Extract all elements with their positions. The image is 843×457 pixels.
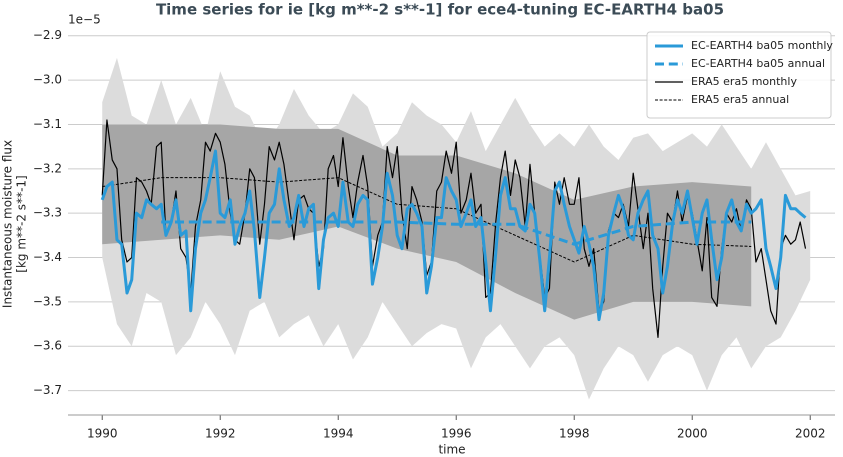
x-axis-label: time bbox=[438, 443, 465, 457]
y-axis-label: Instantaneous moisture flux bbox=[1, 140, 15, 308]
y-tick-label: −3.0 bbox=[33, 73, 62, 87]
y-tick-label: −3.5 bbox=[33, 294, 62, 308]
chart-title: Time series for ie [kg m**-2 s**-1] for … bbox=[156, 1, 724, 19]
legend-box bbox=[646, 31, 832, 119]
legend: EC-EARTH4 ba05 monthly EC-EARTH4 ba05 ann… bbox=[646, 31, 833, 119]
x-tick-label: 2000 bbox=[677, 427, 708, 441]
y-tick-label: −3.6 bbox=[33, 339, 62, 353]
series-line bbox=[100, 149, 807, 322]
y-offset-label: 1e−5 bbox=[68, 13, 101, 27]
series-line bbox=[102, 177, 752, 263]
legend-label: EC-EARTH4 ba05 annual bbox=[691, 57, 825, 70]
y-tick-label: −2.9 bbox=[33, 28, 62, 42]
y-axis-label: [kg m**-2 s**-1] bbox=[15, 175, 29, 272]
legend-label: EC-EARTH4 ba05 monthly bbox=[691, 39, 833, 52]
y-tick-label: −3.2 bbox=[33, 161, 62, 175]
x-tick-label: 1994 bbox=[323, 427, 354, 441]
x-tick-label: 1998 bbox=[559, 427, 590, 441]
legend-label: ERA5 era5 monthly bbox=[691, 75, 797, 88]
y-tick-label: −3.7 bbox=[33, 383, 62, 397]
y-tick-label: −3.4 bbox=[33, 250, 62, 264]
legend-label: ERA5 era5 annual bbox=[691, 93, 789, 106]
x-tick-label: 2002 bbox=[795, 427, 826, 441]
x-tick-label: 1992 bbox=[205, 427, 236, 441]
y-tick-label: −3.3 bbox=[33, 206, 62, 220]
x-tick-label: 1990 bbox=[87, 427, 118, 441]
y-tick-label: −3.1 bbox=[33, 117, 62, 131]
x-tick-label: 1996 bbox=[441, 427, 472, 441]
